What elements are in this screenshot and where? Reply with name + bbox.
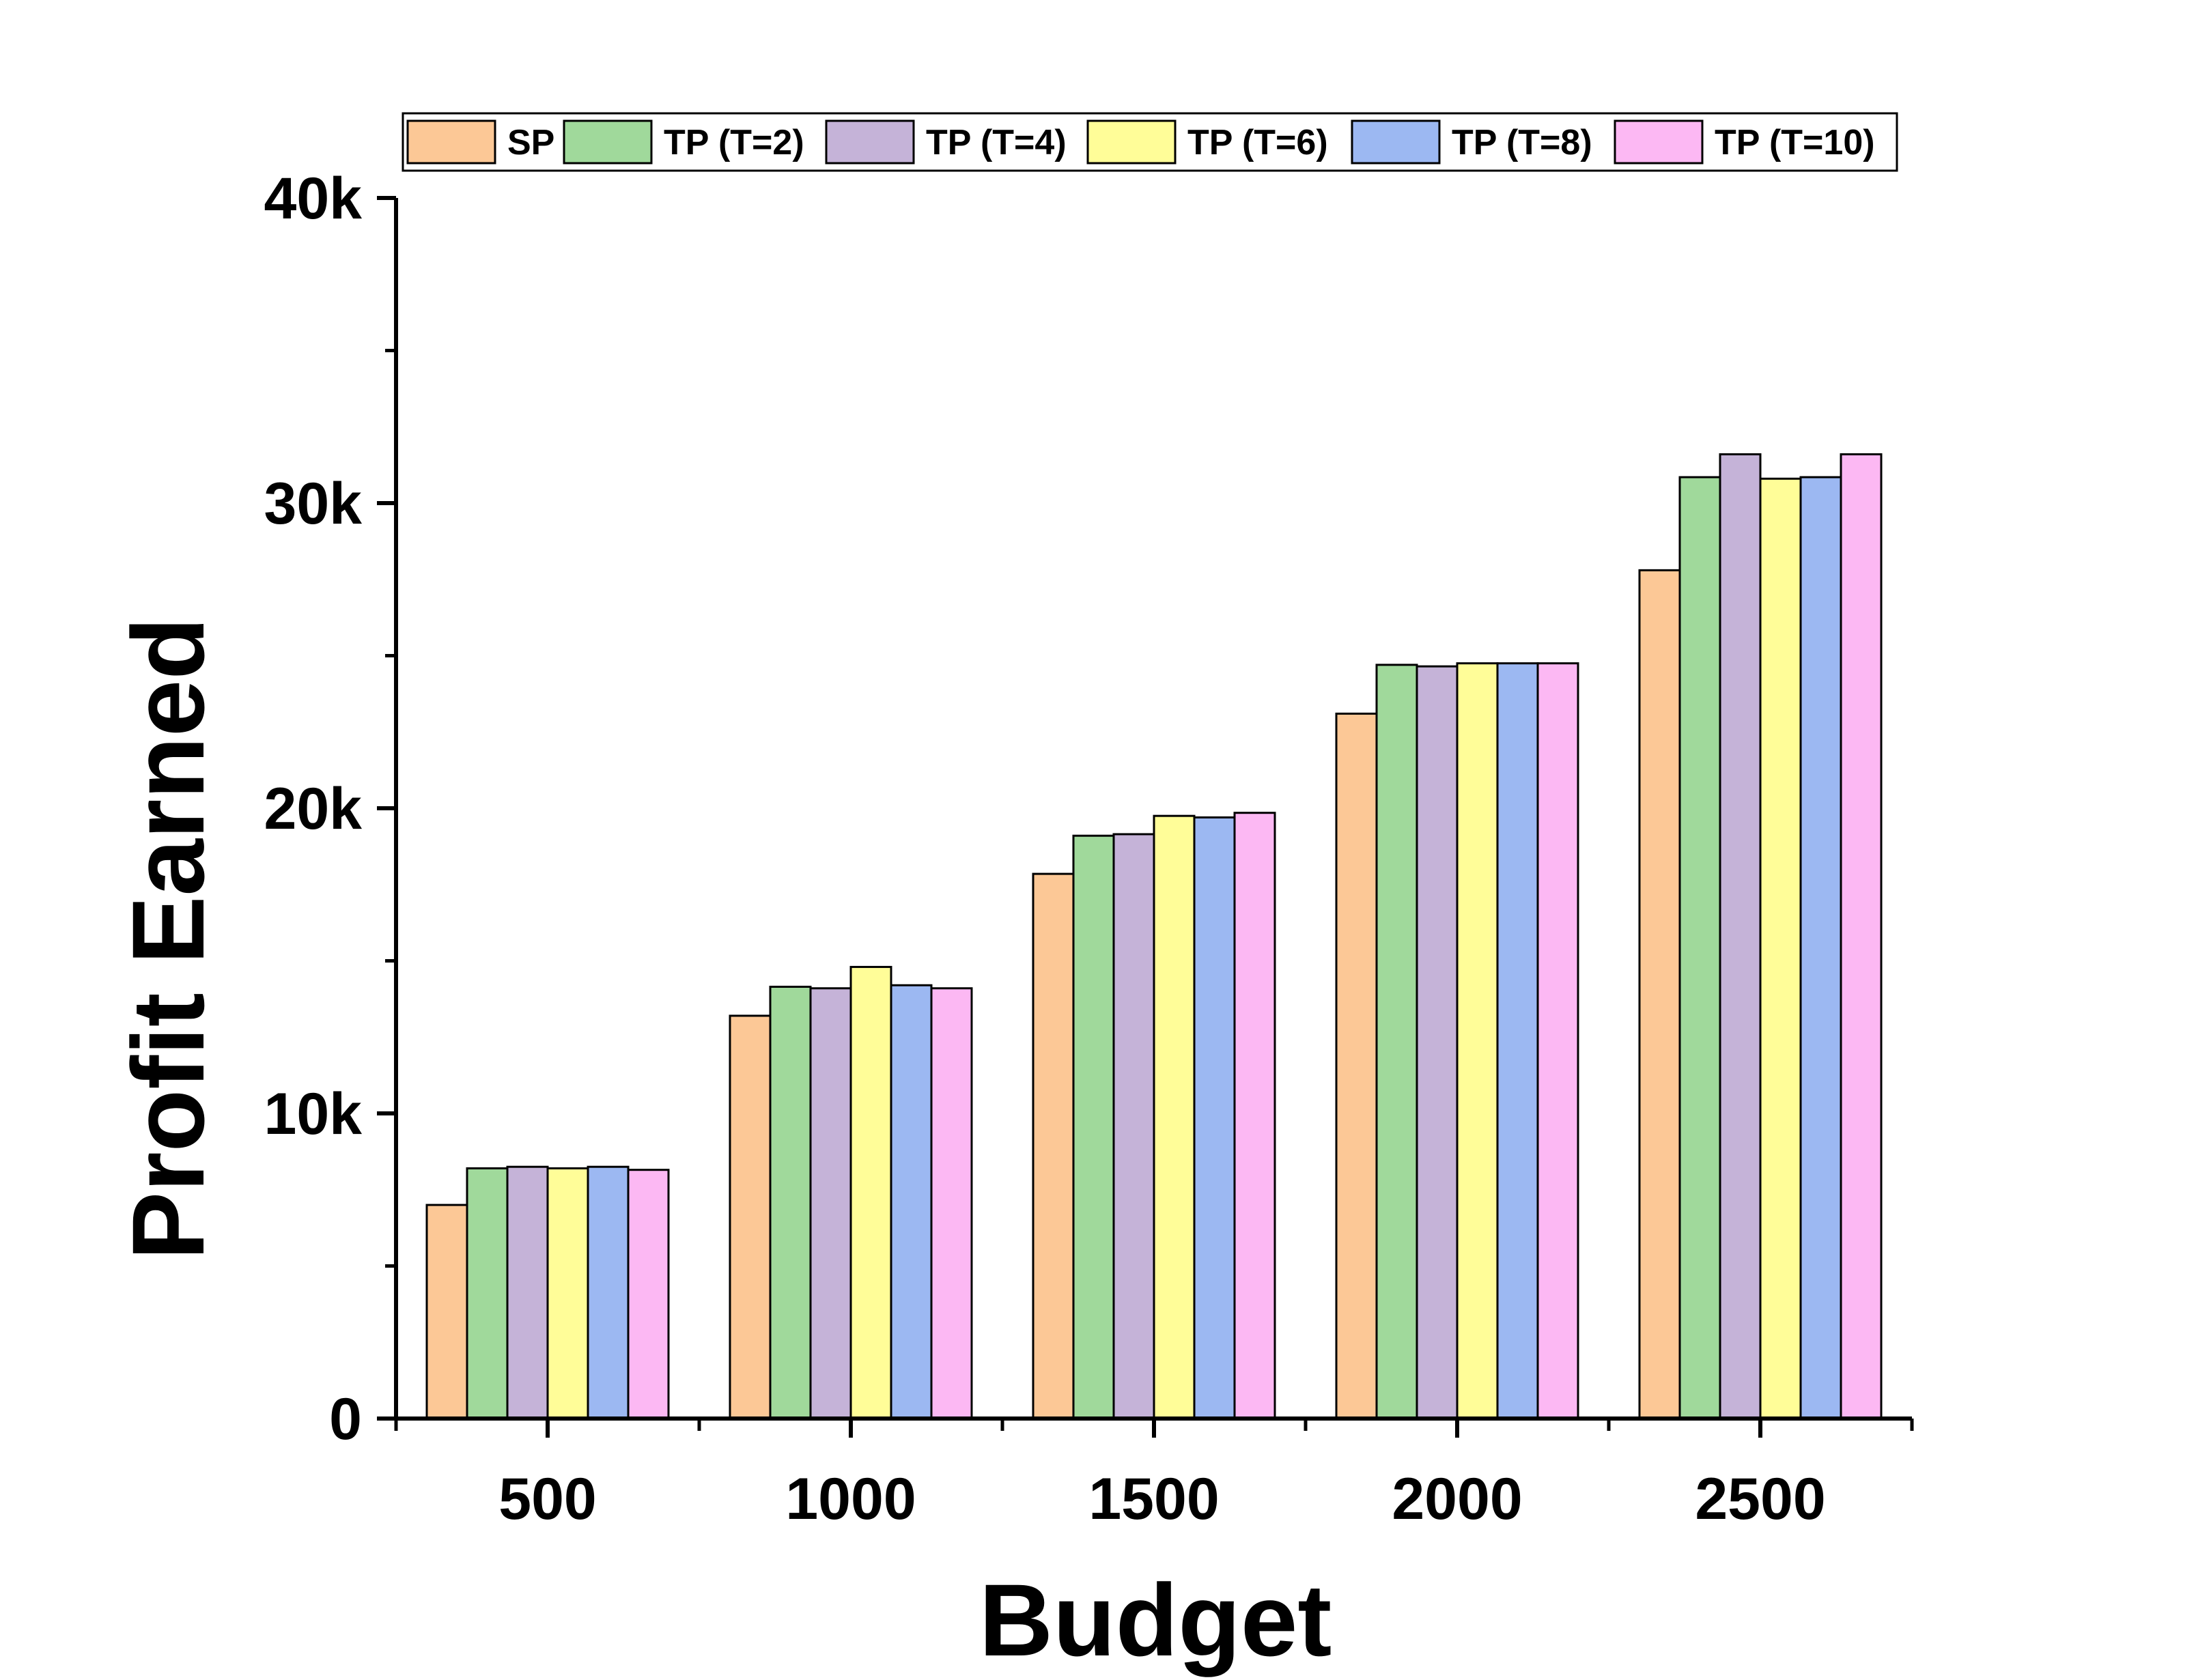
bar-500-tp-t-2 (466, 1167, 509, 1420)
bar-500-tp-t-4 (506, 1165, 549, 1420)
y-axis-title: Profit Earned (111, 617, 225, 1260)
bar-2000-tp-t-8 (1496, 662, 1539, 1420)
bar-2000-tp-t-6 (1456, 662, 1499, 1420)
bar-2500-tp-t-4 (1719, 453, 1762, 1420)
bar-1000-tp-t-2 (769, 985, 812, 1420)
axes: 0 10k 20k 30k 40k 500 1000 1500 2000 2500 (264, 166, 1914, 1532)
legend-swatch (406, 119, 496, 165)
bar-500-sp (425, 1204, 468, 1420)
bar-1500-tp-t-10 (1233, 812, 1276, 1420)
bar-1500-tp-t-2 (1072, 834, 1115, 1420)
x-tick-label: 1500 (1088, 1466, 1219, 1532)
legend-label: TP (T=8) (1452, 123, 1592, 162)
bar-2500-tp-t-6 (1759, 477, 1802, 1420)
y-tick-label: 30k (264, 471, 363, 537)
bar-1000-tp-t-6 (849, 965, 892, 1420)
bar-2000-tp-t-4 (1416, 665, 1459, 1420)
legend-label: TP (T=4) (926, 123, 1067, 162)
y-tick-label: 0 (329, 1386, 362, 1452)
y-tick-label: 40k (264, 166, 363, 231)
bar-2500-tp-t-10 (1840, 453, 1883, 1420)
y-tick-label: 20k (264, 776, 363, 842)
legend-label: TP (T=6) (1187, 123, 1328, 162)
bar-500-tp-t-10 (627, 1169, 670, 1420)
bar-1000-sp (729, 1014, 772, 1420)
legend-swatch (1614, 119, 1704, 165)
bar-2500-tp-t-2 (1678, 476, 1721, 1420)
legend-swatch (1086, 119, 1177, 165)
bar-2500-tp-t-8 (1799, 476, 1842, 1420)
legend-swatch (563, 119, 653, 165)
bar-1000-tp-t-10 (930, 987, 973, 1420)
bars-group (425, 453, 1883, 1420)
y-tick-label: 10k (264, 1081, 363, 1147)
bar-1500-sp (1032, 872, 1075, 1420)
bar-2000-tp-t-10 (1536, 662, 1579, 1420)
legend-label: SP (507, 123, 554, 162)
x-tick-label: 1000 (785, 1466, 916, 1532)
bar-2000-tp-t-2 (1375, 664, 1418, 1420)
x-tick-label: 2000 (1392, 1466, 1522, 1532)
legend-swatch (825, 119, 915, 165)
legend-label: TP (T=10) (1715, 123, 1875, 162)
legend-swatch (1351, 119, 1441, 165)
bar-1000-tp-t-4 (809, 987, 852, 1420)
bar-1500-tp-t-8 (1193, 816, 1236, 1420)
bar-1500-tp-t-4 (1112, 833, 1155, 1420)
bar-500-tp-t-8 (587, 1165, 630, 1420)
x-tick-label: 500 (498, 1466, 597, 1532)
legend: SP TP (T=2) TP (T=4) TP (T=6) TP (T=8) TP (T=… (402, 112, 1898, 172)
bar-1500-tp-t-6 (1153, 814, 1196, 1420)
x-tick-label: 2500 (1695, 1466, 1825, 1532)
bar-1000-tp-t-8 (890, 984, 933, 1420)
bar-2500-sp (1638, 569, 1681, 1420)
x-axis-title: Budget (979, 1563, 1332, 1677)
bar-2000-sp (1335, 712, 1378, 1420)
legend-label: TP (T=2) (664, 123, 804, 162)
bar-500-tp-t-6 (546, 1167, 589, 1420)
